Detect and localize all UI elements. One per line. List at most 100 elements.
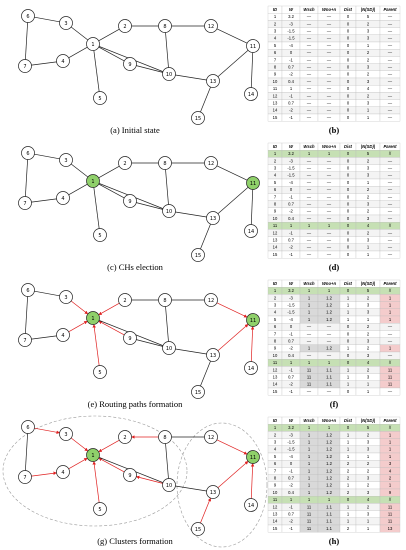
edge [31, 335, 57, 340]
table-header: Parent [383, 144, 397, 149]
node-label: 7 [23, 64, 26, 70]
table-value: 1 [367, 382, 370, 387]
edge [217, 187, 249, 214]
table-value: — [327, 14, 332, 19]
node [158, 430, 172, 444]
table-value: 1 [367, 519, 370, 524]
node [158, 19, 172, 33]
table-value: 4 [274, 173, 277, 178]
edge [136, 65, 163, 73]
table-value: — [327, 202, 332, 207]
table-value: 4 [367, 497, 370, 502]
table-value: — [307, 65, 312, 70]
table-value: 1 [308, 288, 311, 293]
edge [175, 348, 207, 355]
node-label: 1 [91, 42, 94, 48]
node-label: 12 [208, 435, 214, 441]
node [246, 450, 260, 464]
table-value: 3.2 [288, 425, 294, 430]
table-value: — [327, 209, 332, 214]
table-value: 8 [274, 476, 277, 481]
table-value: 1 [274, 288, 277, 293]
table-value: 1 [347, 317, 350, 322]
edge [31, 61, 57, 66]
table-value: — [327, 245, 332, 250]
table-value: 3 [274, 303, 277, 308]
node-label: 1 [91, 453, 94, 459]
node-label: 13 [210, 216, 216, 222]
table-value: — [307, 43, 312, 48]
node [246, 39, 260, 53]
table-value: // [389, 151, 392, 156]
edge [98, 165, 120, 179]
edge [200, 360, 211, 387]
table-value: 0.7 [288, 512, 294, 517]
table-value: 0 [347, 65, 350, 70]
table-value: — [307, 194, 312, 199]
table-value: 11 [273, 86, 278, 91]
table-value: 2 [367, 50, 370, 55]
edge [68, 46, 88, 59]
table-value: 4 [367, 360, 370, 365]
table-value: -2 [289, 483, 293, 488]
table-value: — [307, 339, 312, 344]
edge [200, 223, 211, 250]
table-value: 1 [308, 476, 311, 481]
node-label: 11 [250, 318, 256, 324]
table-value: 2 [274, 295, 277, 300]
node [59, 427, 73, 441]
table-value: 1 [389, 346, 392, 351]
table-value: 11 [307, 526, 312, 531]
node [118, 430, 132, 444]
edge [216, 28, 248, 44]
table-value: — [327, 252, 332, 257]
caption: (g) Clusters formation [97, 536, 173, 546]
table-value: 8 [274, 339, 277, 344]
table-value: 3 [367, 490, 370, 495]
table-value: — [307, 180, 312, 185]
table-label: (h) [329, 536, 340, 546]
table-value: 1 [328, 223, 331, 228]
route-arrow [217, 324, 249, 351]
table-value: 10 [273, 490, 278, 495]
table-value: -1 [289, 93, 293, 98]
node-label: 8 [163, 298, 166, 304]
table-value: — [388, 65, 393, 70]
table-value: 11 [388, 382, 393, 387]
table-value: — [307, 29, 312, 34]
table-value: — [307, 230, 312, 235]
table-header: Dist [344, 144, 353, 149]
table-value: — [327, 93, 332, 98]
table-value: 5 [367, 425, 370, 430]
table-value: 14 [273, 245, 278, 250]
table-value: 9 [274, 209, 277, 214]
table-value: 3 [367, 303, 370, 308]
node [56, 191, 70, 205]
table-value: — [388, 29, 393, 34]
table-value: 1 [367, 252, 370, 257]
node [86, 174, 100, 188]
node [21, 420, 35, 434]
table-value: 1 [308, 454, 311, 459]
table-value: 12 [273, 504, 278, 509]
table-value: 2 [367, 21, 370, 26]
table-value: 1 [389, 310, 392, 315]
table-value: -2 [289, 346, 293, 351]
table-value: 1.2 [326, 440, 332, 445]
table-value: 0 [347, 21, 350, 26]
node [59, 153, 73, 167]
node-label: 13 [210, 353, 216, 359]
node-label: 2 [123, 161, 126, 167]
node-label: 1 [91, 179, 94, 185]
route-arrow [92, 324, 100, 366]
node [191, 111, 205, 125]
node-label: 13 [210, 79, 216, 85]
node [56, 465, 70, 479]
edge [98, 46, 125, 62]
table-header: Dist [344, 418, 353, 423]
edge [217, 50, 249, 77]
table-value: 3 [367, 173, 370, 178]
table-value: 1 [328, 360, 331, 365]
node [56, 328, 70, 342]
table-value: 1.2 [326, 447, 332, 452]
